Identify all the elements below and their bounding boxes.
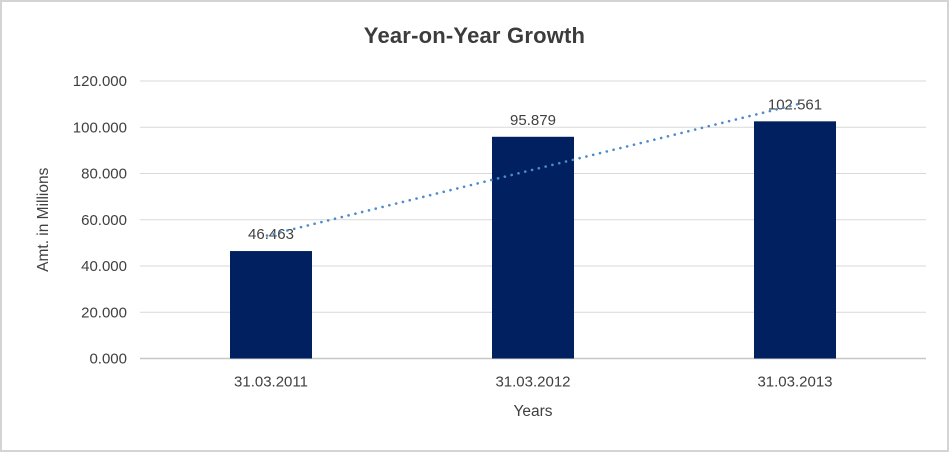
x-tick-label: 31.03.2012 (495, 374, 570, 391)
y-tick-label: 80.000 (81, 166, 127, 183)
x-axis-title: Years (513, 403, 552, 420)
y-tick-label: 60.000 (81, 212, 127, 229)
bar (492, 136, 574, 359)
x-tick-label: 31.03.2013 (757, 374, 832, 391)
y-tick-label: 120.000 (73, 73, 127, 90)
x-tick-label: 31.03.2011 (234, 374, 308, 391)
y-tick-label: 40.000 (81, 258, 127, 275)
y-tick-label: 100.000 (73, 119, 127, 136)
bar-data-label: 95.879 (510, 112, 556, 129)
y-tick-label: 0.000 (89, 351, 127, 368)
bar-data-label: 102.561 (768, 96, 822, 113)
y-tick-label: 20.000 (81, 304, 127, 321)
bar (230, 251, 312, 359)
bar (754, 121, 836, 359)
bar-data-label: 46.463 (248, 226, 294, 243)
y-axis-title: Amt. in Millions (35, 167, 52, 271)
trendline (265, 102, 802, 237)
chart-title: Year-on-Year Growth (363, 23, 586, 48)
